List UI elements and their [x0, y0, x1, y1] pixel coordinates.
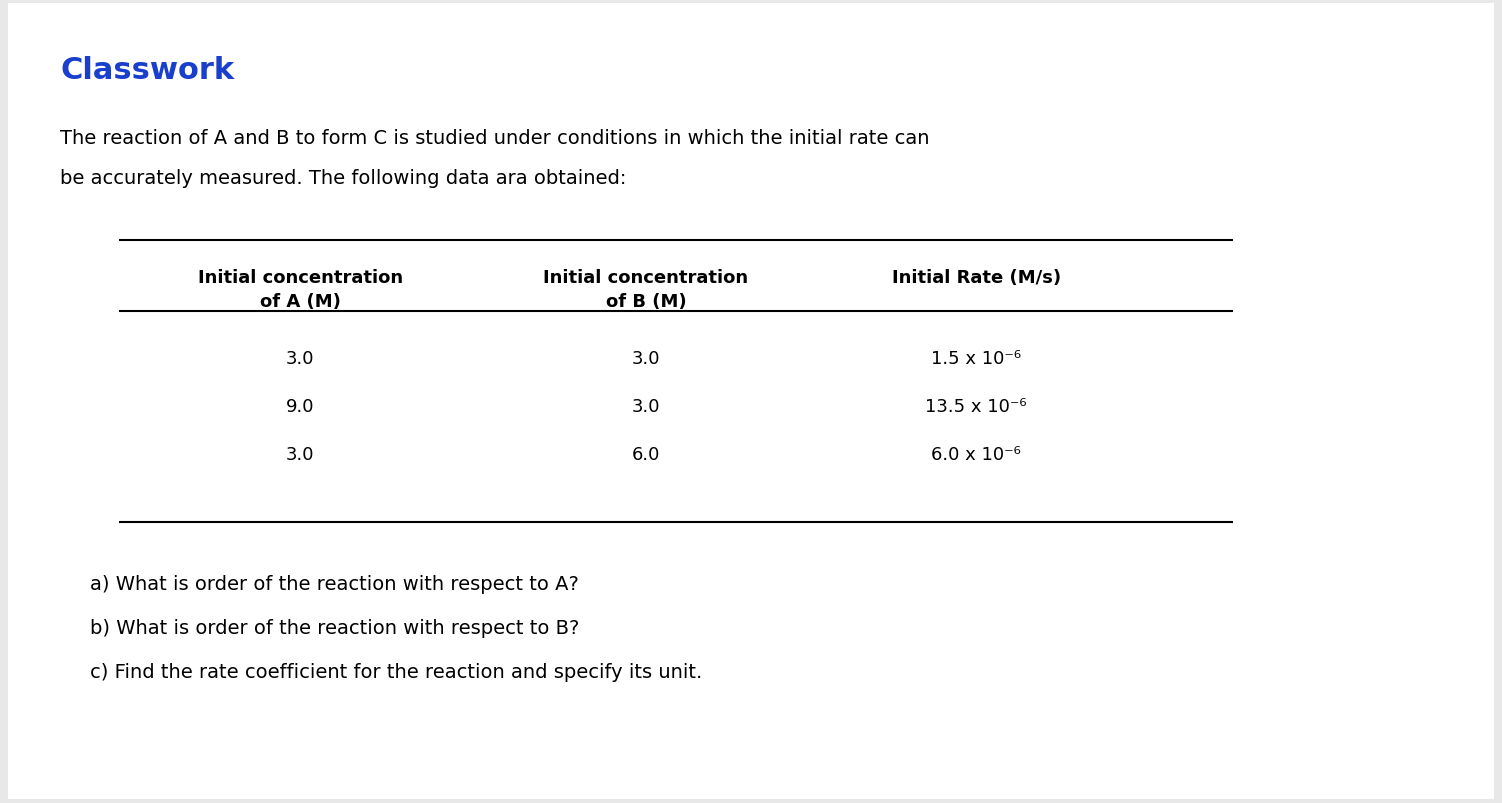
- Text: be accurately measured. The following data ara obtained:: be accurately measured. The following da…: [60, 169, 626, 188]
- Text: 1.5 x 10⁻⁶: 1.5 x 10⁻⁶: [931, 349, 1021, 367]
- Text: of B (M): of B (M): [605, 293, 686, 311]
- Text: 6.0: 6.0: [632, 446, 659, 463]
- Text: 13.5 x 10⁻⁶: 13.5 x 10⁻⁶: [925, 397, 1027, 415]
- Text: 3.0: 3.0: [287, 446, 314, 463]
- Text: b) What is order of the reaction with respect to B?: b) What is order of the reaction with re…: [90, 618, 580, 638]
- Text: 6.0 x 10⁻⁶: 6.0 x 10⁻⁶: [931, 446, 1021, 463]
- Text: The reaction of A and B to form C is studied under conditions in which the initi: The reaction of A and B to form C is stu…: [60, 128, 930, 148]
- Text: 3.0: 3.0: [287, 349, 314, 367]
- Text: Initial Rate (M/s): Initial Rate (M/s): [892, 269, 1060, 287]
- Text: Initial concentration: Initial concentration: [544, 269, 748, 287]
- Text: 3.0: 3.0: [632, 349, 659, 367]
- Text: 9.0: 9.0: [287, 397, 314, 415]
- Text: Initial concentration: Initial concentration: [198, 269, 403, 287]
- Text: c) Find the rate coefficient for the reaction and specify its unit.: c) Find the rate coefficient for the rea…: [90, 662, 703, 682]
- Text: a) What is order of the reaction with respect to A?: a) What is order of the reaction with re…: [90, 574, 578, 593]
- Text: Classwork: Classwork: [60, 56, 234, 85]
- Text: 3.0: 3.0: [632, 397, 659, 415]
- Text: of A (M): of A (M): [260, 293, 341, 311]
